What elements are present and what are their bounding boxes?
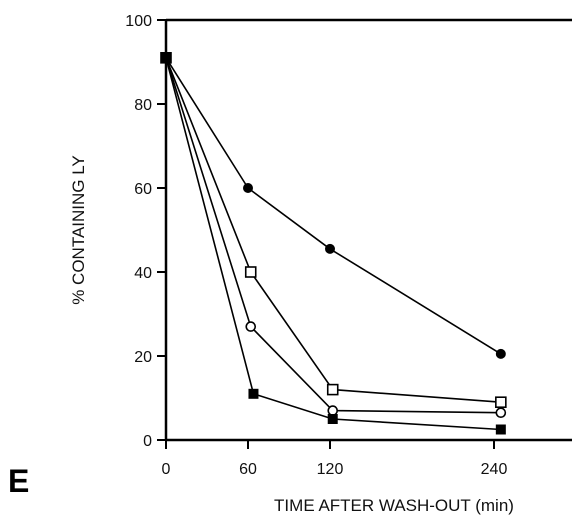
data-point — [248, 388, 259, 399]
series-group — [160, 51, 507, 435]
x-ticks: 0 60 120 240 — [162, 440, 508, 478]
series-line — [165, 57, 502, 355]
data-point — [495, 348, 506, 359]
series-filled-square — [161, 52, 506, 435]
y-tick-label: 60 — [134, 181, 152, 198]
data-point — [327, 414, 338, 424]
data-point — [245, 321, 257, 332]
data-point — [243, 183, 253, 193]
series-line — [165, 57, 501, 414]
data-point — [495, 424, 506, 435]
y-tick-label: 20 — [134, 349, 152, 366]
panel-label: E — [8, 463, 29, 499]
data-point — [326, 383, 339, 396]
y-tick-label: 0 — [143, 433, 152, 450]
data-point — [327, 405, 339, 416]
data-point — [325, 243, 335, 254]
data-point — [495, 407, 507, 419]
x-tick-label: 120 — [317, 461, 344, 478]
x-tick-label: 60 — [239, 461, 257, 478]
chart-axes — [164, 18, 572, 442]
y-ticks: 0 20 40 60 80 100 — [125, 13, 166, 450]
x-tick-label: 0 — [162, 461, 171, 478]
data-point — [161, 52, 171, 63]
series-open-square — [160, 51, 507, 409]
x-tick-label: 240 — [481, 461, 508, 478]
y-tick-label: 80 — [134, 97, 152, 114]
series-line — [165, 57, 501, 431]
y-tick-label: 40 — [134, 265, 152, 282]
data-point — [495, 396, 507, 409]
x-axis-title: TIME AFTER WASH-OUT (min) — [274, 496, 514, 515]
y-axis-title: % CONTAINING LY — [69, 155, 88, 305]
series-line — [165, 57, 501, 403]
y-tick-label: 100 — [125, 13, 152, 30]
series-open-circle — [160, 52, 507, 419]
data-point — [244, 266, 257, 278]
